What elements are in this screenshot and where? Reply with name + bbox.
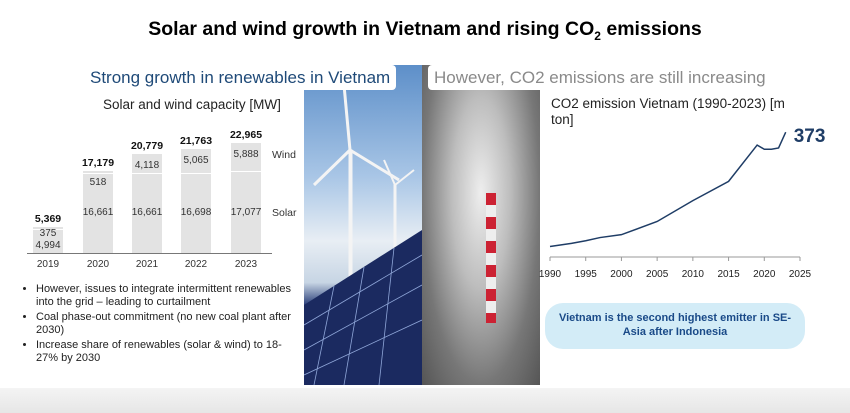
emissions-header: However, CO2 emissions are still increas… [428,65,772,90]
x-tick-label: 2020 [753,269,776,280]
solar-panel-icon [304,230,422,385]
bar-divider [132,173,162,175]
bullet-item: Coal phase-out commitment (no new coal p… [36,311,294,336]
total-value: 21,763 [179,134,213,147]
bar-divider [181,173,211,175]
solar-value: 4,994 [35,240,61,252]
co2-line-chart: 1990 1995 2000 2005 2010 2015 2020 2025 373 [539,126,826,280]
solar-wind-image [304,65,422,385]
x-tick-label: 2025 [789,269,812,280]
total-value: 17,179 [81,156,115,169]
bar-divider [33,229,63,231]
bar-axis [27,253,272,254]
solar-value: 16,661 [82,207,114,218]
x-tick-label: 2005 [646,269,669,280]
callout-box: Vietnam is the second highest emitter in… [545,303,805,349]
bar-chart-title: Solar and wind capacity [MW] [103,97,281,112]
bullet-item: Increase share of renewables (solar & wi… [36,339,294,364]
bar-2021 [132,153,162,253]
bar-2022 [181,148,211,253]
x-tick-label: 1990 [539,269,562,280]
wind-value: 4,118 [134,159,160,171]
floor-background [0,388,850,413]
bar-2023 [231,143,261,253]
bullet-list: However, issues to integrate intermitten… [24,283,294,367]
x-tick-label: 2023 [234,259,258,270]
end-value-label: 373 [794,126,826,147]
wind-value: 375 [39,228,57,240]
renewables-header: Strong growth in renewables in Vietnam [84,65,397,90]
x-tick-label: 2010 [682,269,705,280]
bar-2020 [83,170,113,253]
x-tick-label: 2021 [135,259,159,270]
total-value: 20,779 [130,139,164,152]
line-chart-title: CO2 emission Vietnam (1990-2023) [m ton] [551,96,785,127]
x-tick-label: 1995 [575,269,598,280]
bullet-item: However, issues to integrate intermitten… [36,283,294,308]
x-tick-label: 2022 [184,259,208,270]
total-value: 5,369 [34,213,62,226]
x-tick-label: 2000 [610,269,633,280]
capacity-bar-chart: 375 4,994 5,369 2019 518 16,661 17,179 2020 4,11… [0,0,300,280]
co2-series-line [549,131,787,248]
solar-value: 16,661 [131,207,163,218]
bar-2019 [33,227,63,253]
wind-value: 5,888 [233,149,259,161]
legend-solar: Solar [272,207,297,219]
bar-divider [83,173,113,175]
x-tick-label: 2020 [86,259,110,270]
page-title: Solar and wind growth in Vietnam and ris… [148,18,702,43]
solar-value: 16,698 [180,207,212,218]
wind-value: 518 [89,176,107,188]
wind-value: 5,065 [183,154,209,166]
bar-divider [231,171,261,173]
solar-wind-smoke-photo [304,65,540,385]
x-tick-label: 2015 [717,269,740,280]
total-value: 22,965 [229,129,263,142]
smoke-image [422,65,540,385]
chimney-icon [486,193,496,323]
x-tick-label: 2019 [36,259,60,270]
legend-wind: Wind [272,149,296,161]
solar-value: 17,077 [230,207,262,218]
